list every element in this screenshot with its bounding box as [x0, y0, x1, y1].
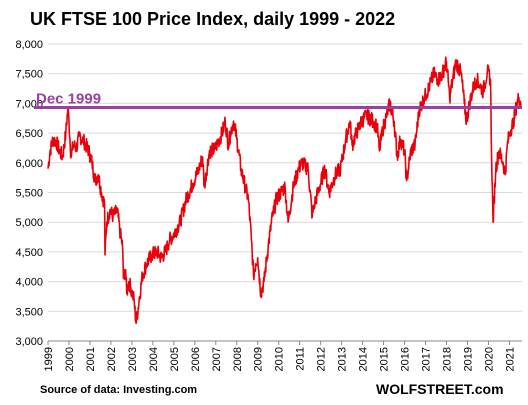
x-tick-label: 2000	[64, 347, 76, 371]
x-tick-label: 2016	[400, 347, 412, 371]
y-axis-ticks: 3,000 3,500 4,000 4,500 5,000 5,500 6,000 6,500…	[15, 39, 43, 348]
y-tick-label: 4,000	[15, 277, 43, 289]
x-tick-label: 2014	[358, 347, 370, 371]
y-tick-label: 3,500	[15, 306, 43, 318]
brand-watermark: WOLFSTREET.com	[376, 381, 504, 397]
y-tick-label: 8,000	[15, 39, 43, 51]
y-tick-label: 5,000	[15, 217, 43, 229]
x-tick-label: 2011	[295, 347, 307, 371]
x-tick-label: 2006	[190, 347, 202, 371]
y-tick-label: 7,500	[15, 69, 43, 81]
y-tick-label: 5,500	[15, 188, 43, 200]
x-tick-label: 2002	[106, 347, 118, 371]
x-tick-label: 2021	[504, 347, 516, 371]
chart-title: UK FTSE 100 Price Index, daily 1999 - 20…	[30, 9, 395, 29]
x-tick-label: 2013	[337, 347, 349, 371]
x-tick-label: 2005	[169, 347, 181, 371]
x-tick-label: 2018	[441, 347, 453, 371]
x-tick-label: 2001	[85, 347, 97, 371]
x-tick-label: 2015	[379, 347, 391, 371]
y-tick-label: 4,500	[15, 247, 43, 259]
x-tick-label: 2017	[421, 347, 433, 371]
source-note: Source of data: Investing.com	[40, 384, 197, 396]
x-tick-label: 2007	[211, 347, 223, 371]
x-tick-label: 2004	[148, 347, 160, 371]
x-tick-label: 2009	[253, 347, 265, 371]
y-tick-label: 6,000	[15, 158, 43, 170]
y-tick-label: 3,000	[15, 336, 43, 348]
x-tick-label: 2012	[316, 347, 328, 371]
x-tick-label: 2020	[483, 347, 495, 371]
series-line-ftse	[47, 56, 522, 324]
x-tick-label: 2003	[127, 347, 139, 371]
x-tick-label: 2008	[232, 347, 244, 371]
x-tick-label: 1999	[43, 347, 55, 371]
x-tick-label: 2010	[274, 347, 286, 371]
y-tick-label: 6,500	[15, 128, 43, 140]
x-tick-label: 2019	[462, 347, 474, 371]
reference-line-label: Dec 1999	[36, 91, 101, 108]
x-axis-ticks: 1999 2000 2001 2002 2003 2004 2005 2006 2007 2008…	[43, 341, 516, 371]
